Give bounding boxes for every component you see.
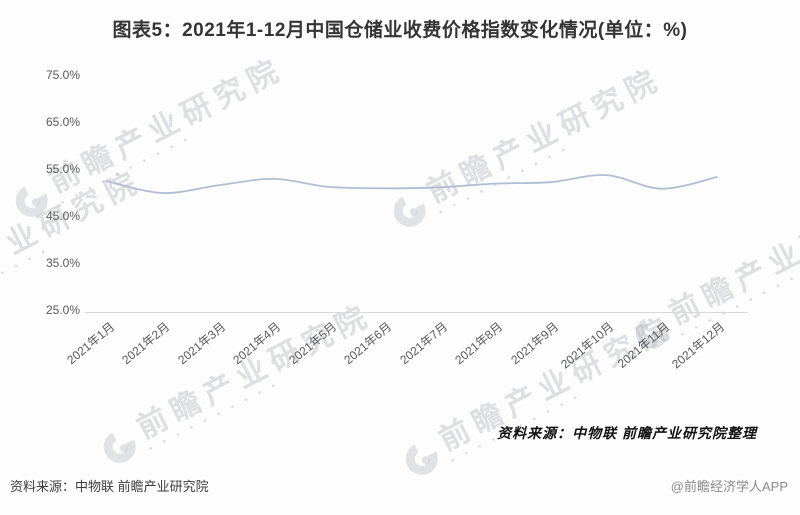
y-axis-tick-label: 75.0% xyxy=(45,68,80,82)
chart-source-note: 资料来源：中物联 前瞻产业研究院整理 xyxy=(497,425,757,441)
price-index-line xyxy=(106,174,718,194)
footer-source-text: 资料来源：中物联 前瞻产业研究院 xyxy=(10,479,209,494)
x-axis-line xyxy=(85,312,748,313)
y-axis-tick-label: 55.0% xyxy=(45,162,80,176)
footer-credit-text: @前瞻经济学人APP xyxy=(670,479,788,494)
y-axis-tick-label: 65.0% xyxy=(45,115,80,129)
y-axis-tick-label: 35.0% xyxy=(45,256,80,270)
y-axis-tick-label: 45.0% xyxy=(45,209,80,223)
chart-title: 图表5：2021年1-12月中国仓储业收费价格指数变化情况(单位：%) xyxy=(112,20,688,41)
y-axis-tick-label: 25.0% xyxy=(45,303,80,317)
